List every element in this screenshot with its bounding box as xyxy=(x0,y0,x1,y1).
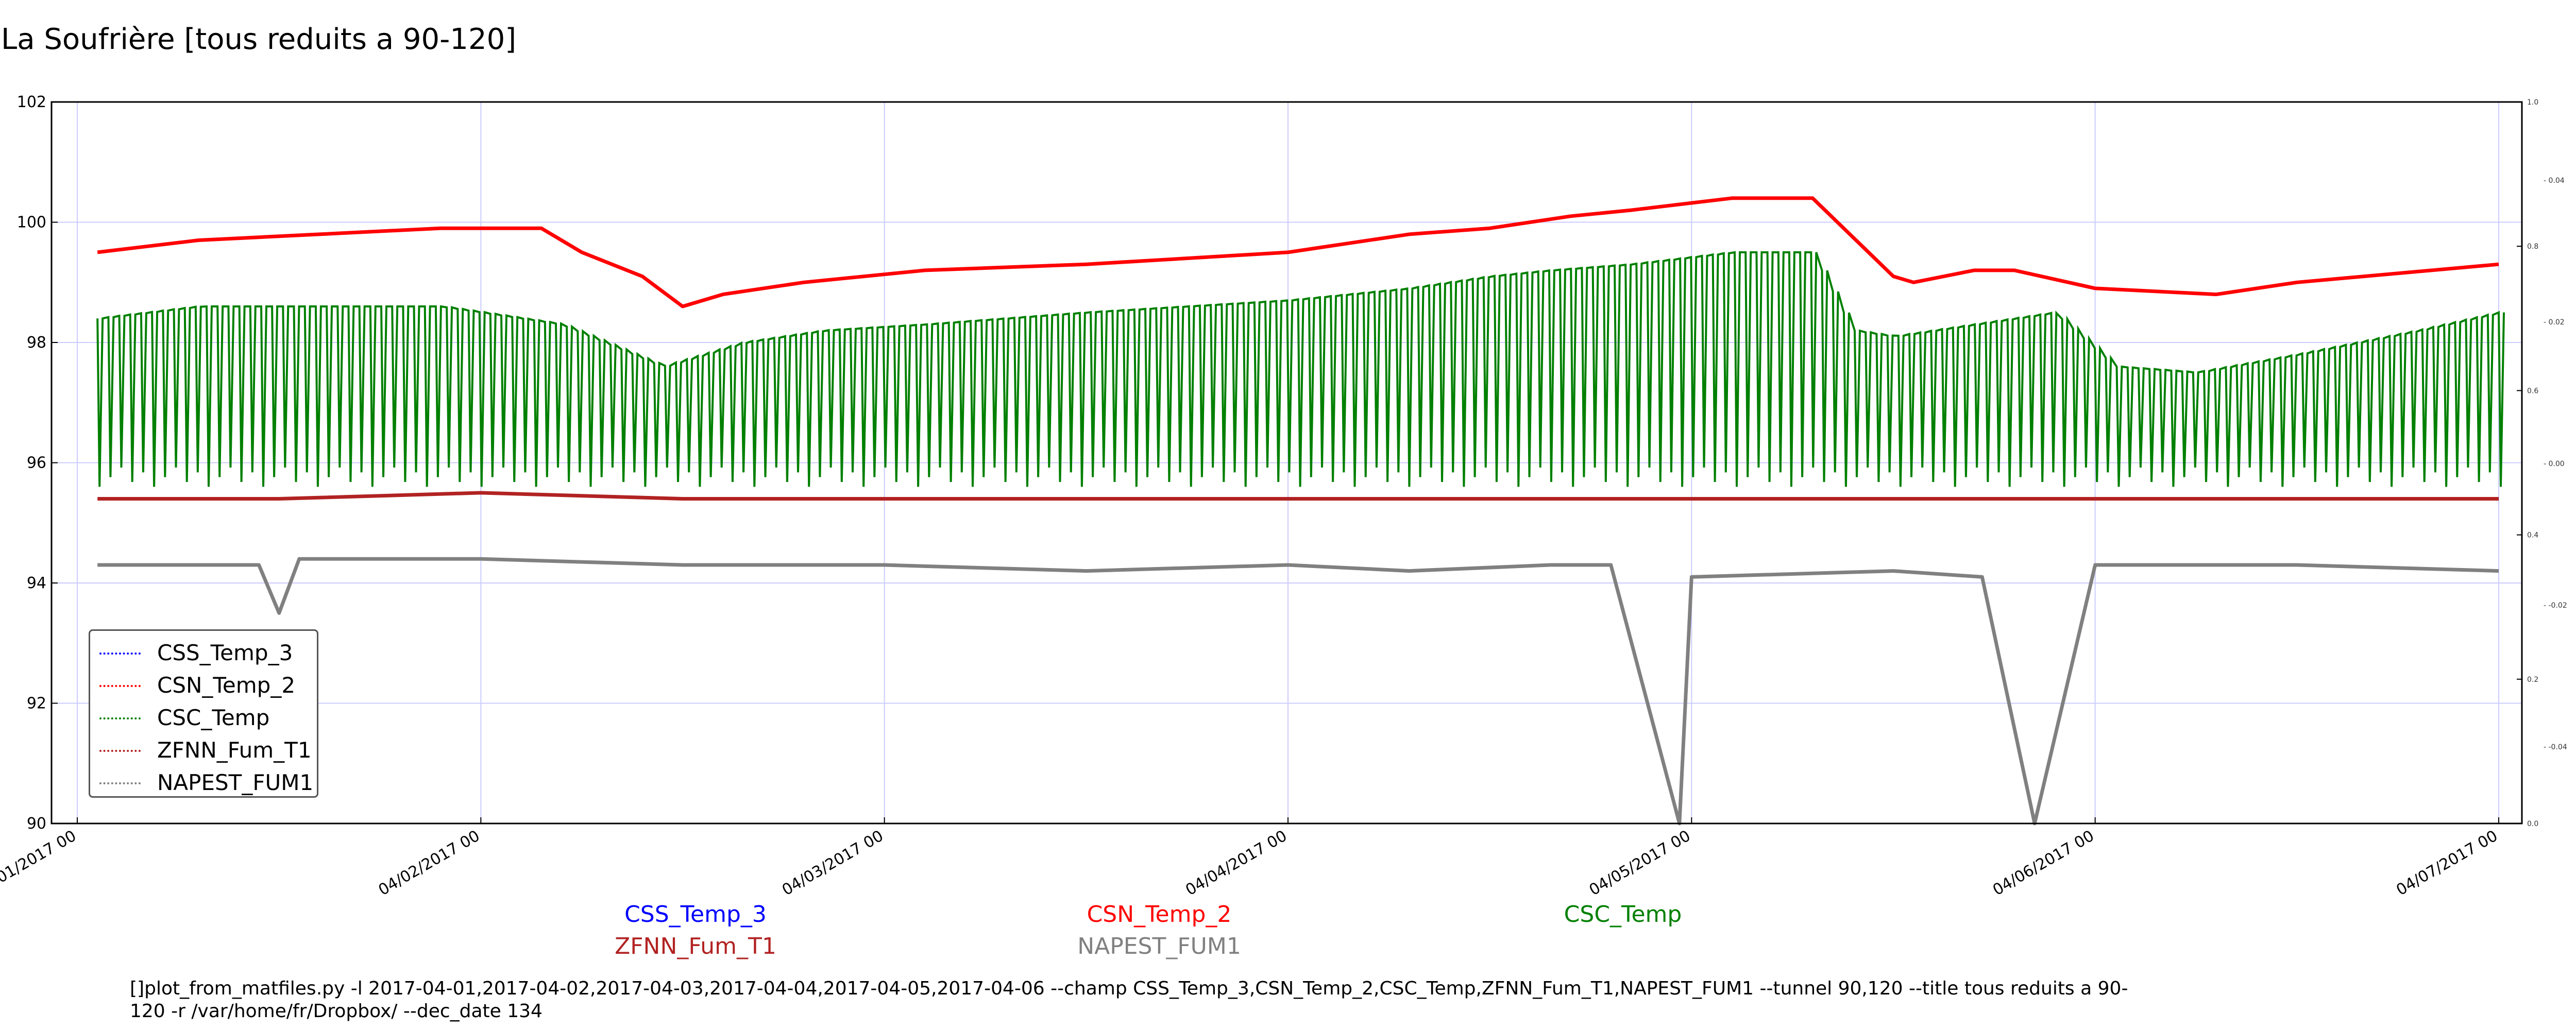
legend-item: CSS_Temp_3 xyxy=(90,638,317,671)
right-tick-label: 0.6 xyxy=(2527,387,2538,395)
x-tick-label: 04/06/2017 00 xyxy=(1990,827,2097,900)
right-minor-tick-label: - -0.02 xyxy=(2544,602,2567,610)
x-tick-label: 04/07/2017 00 xyxy=(2393,827,2501,900)
legend-swatch xyxy=(99,717,141,719)
legend-label: ZFNN_Fum_T1 xyxy=(157,737,312,763)
y-tick-label: 94 xyxy=(27,574,46,592)
right-minor-tick-label: - 0.04 xyxy=(2544,177,2565,185)
right-minor-tick-label: - -0.04 xyxy=(2544,743,2567,751)
y-tick-label: 96 xyxy=(27,454,46,472)
series-lines xyxy=(96,196,2505,826)
right-tick-label: 0.0 xyxy=(2527,820,2538,828)
bottom-series-label: CSS_Temp_3 xyxy=(624,901,767,928)
x-tick-label: 04/02/2017 00 xyxy=(376,827,483,900)
right-tick-label: 0.4 xyxy=(2527,531,2538,540)
y-tick-label: 100 xyxy=(17,214,46,232)
legend-label: CSN_Temp_2 xyxy=(157,673,296,698)
series-zfnn-fum-t1 xyxy=(97,491,2499,501)
chart-title: La Soufrière [tous reduits a 90-120] xyxy=(1,23,517,56)
x-tick-label: 04/03/2017 00 xyxy=(779,827,887,900)
bottom-series-label: ZFNN_Fum_T1 xyxy=(615,933,776,959)
legend-item: CSC_Temp xyxy=(90,703,317,735)
bottom-series-label: CSN_Temp_2 xyxy=(1087,901,1232,928)
bottom-series-label: NAPEST_FUM1 xyxy=(1077,933,1241,959)
right-tick-label: 1.0 xyxy=(2527,98,2538,107)
right-tick-label: 0.2 xyxy=(2527,676,2538,684)
right-minor-tick-label: - 0.02 xyxy=(2544,318,2565,327)
right-axis: 0.0 0.2 0.4 0.6 0.8 1.0 - -0.04 - -0.02 - 0.00 - … xyxy=(2517,98,2567,828)
legend-swatch xyxy=(99,782,141,784)
series-csc-temp xyxy=(96,251,2505,487)
series-napest-fum1 xyxy=(97,557,2499,826)
y-axis: 90 92 94 96 98 100 102 xyxy=(17,93,58,833)
right-tick-label: 0.8 xyxy=(2527,243,2538,251)
command-line-text: []plot_from_matfiles.py -l 2017-04-01,20… xyxy=(130,978,2128,1022)
x-tick-label: 04/04/2017 00 xyxy=(1182,827,1290,900)
x-tick-label: 04/05/2017 00 xyxy=(1586,827,1694,900)
x-axis: 04/01/2017 00 04/02/2017 00 04/03/2017 00 0… xyxy=(0,817,2501,899)
legend-swatch xyxy=(99,685,141,687)
legend-item: CSN_Temp_2 xyxy=(90,671,317,703)
legend: CSS_Temp_3 CSN_Temp_2 CSC_Temp ZFNN_Fum_T1 N… xyxy=(89,629,318,798)
legend-label: CSC_Temp xyxy=(157,705,270,730)
y-tick-label: 92 xyxy=(27,695,46,713)
legend-label: CSS_Temp_3 xyxy=(157,640,293,665)
legend-swatch xyxy=(99,653,141,655)
y-tick-label: 102 xyxy=(17,93,46,111)
legend-item: ZFNN_Fum_T1 xyxy=(90,735,317,768)
x-tick-label: 04/01/2017 00 xyxy=(0,827,79,900)
y-tick-label: 98 xyxy=(27,334,46,352)
legend-label: NAPEST_FUM1 xyxy=(157,770,314,795)
legend-swatch xyxy=(99,750,141,752)
right-minor-tick-label: - 0.00 xyxy=(2544,460,2565,468)
y-tick-label: 90 xyxy=(27,815,46,833)
series-csn-temp-2 xyxy=(97,196,2499,308)
legend-item: NAPEST_FUM1 xyxy=(90,768,317,800)
bottom-series-label: CSC_Temp xyxy=(1564,901,1682,928)
